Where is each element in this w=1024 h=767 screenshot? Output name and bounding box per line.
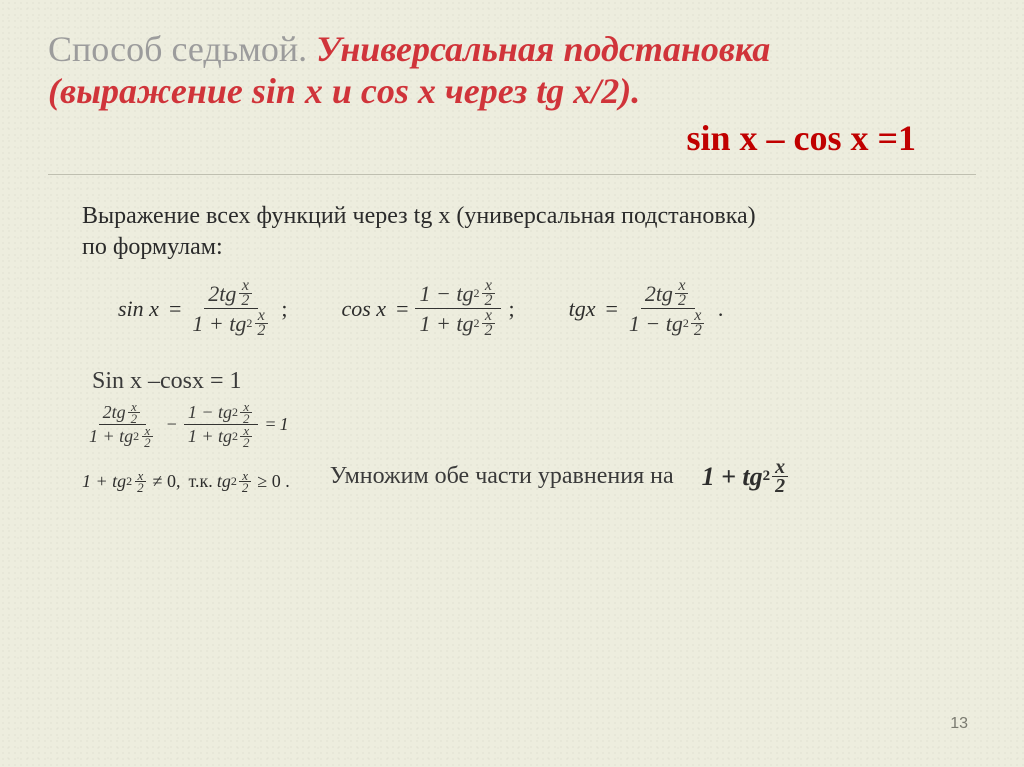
formula-tg: tgx = 2tg x2 1 − tg2 x2 . <box>569 279 724 338</box>
formula-sin: sin x = 2tg x2 1 + tg2 x2 ; <box>118 279 287 338</box>
title-prefix: Способ седьмой. <box>48 29 307 69</box>
step-equation: Sin x –cosx = 1 <box>92 368 976 395</box>
condition-and-multiply: 1 + tg2 x2 ≠ 0, т.к. tg2 x2 ≥ 0 . Умножи… <box>48 458 976 495</box>
title-separator <box>48 174 976 175</box>
title-line2: (выражение sin x и cos x через tg x/2). <box>48 70 976 112</box>
page-number: 13 <box>950 715 968 733</box>
title-equation: sin x – cos x =1 <box>48 116 976 160</box>
substituted-equation: 2tg x2 1 + tg2 x2 − 1 − tg2 x2 1 + tg2 x… <box>82 401 976 448</box>
slide-title: Способ седьмой. Универсальная подстановк… <box>48 28 976 160</box>
intro-line2: по формулам: <box>82 234 976 261</box>
multiply-text: Умножим обе части уравнения на <box>330 463 674 490</box>
title-main: Универсальная подстановка <box>316 29 770 69</box>
intro-line1: Выражение всех функций через tg x (униве… <box>82 203 976 230</box>
identity-formulas: sin x = 2tg x2 1 + tg2 x2 ; cos x = 1 − … <box>118 279 976 338</box>
formula-cos: cos x = 1 − tg2 x2 1 + tg2 x2 ; <box>341 279 514 338</box>
multiplier-expression: 1 + tg2 x2 <box>702 458 791 495</box>
